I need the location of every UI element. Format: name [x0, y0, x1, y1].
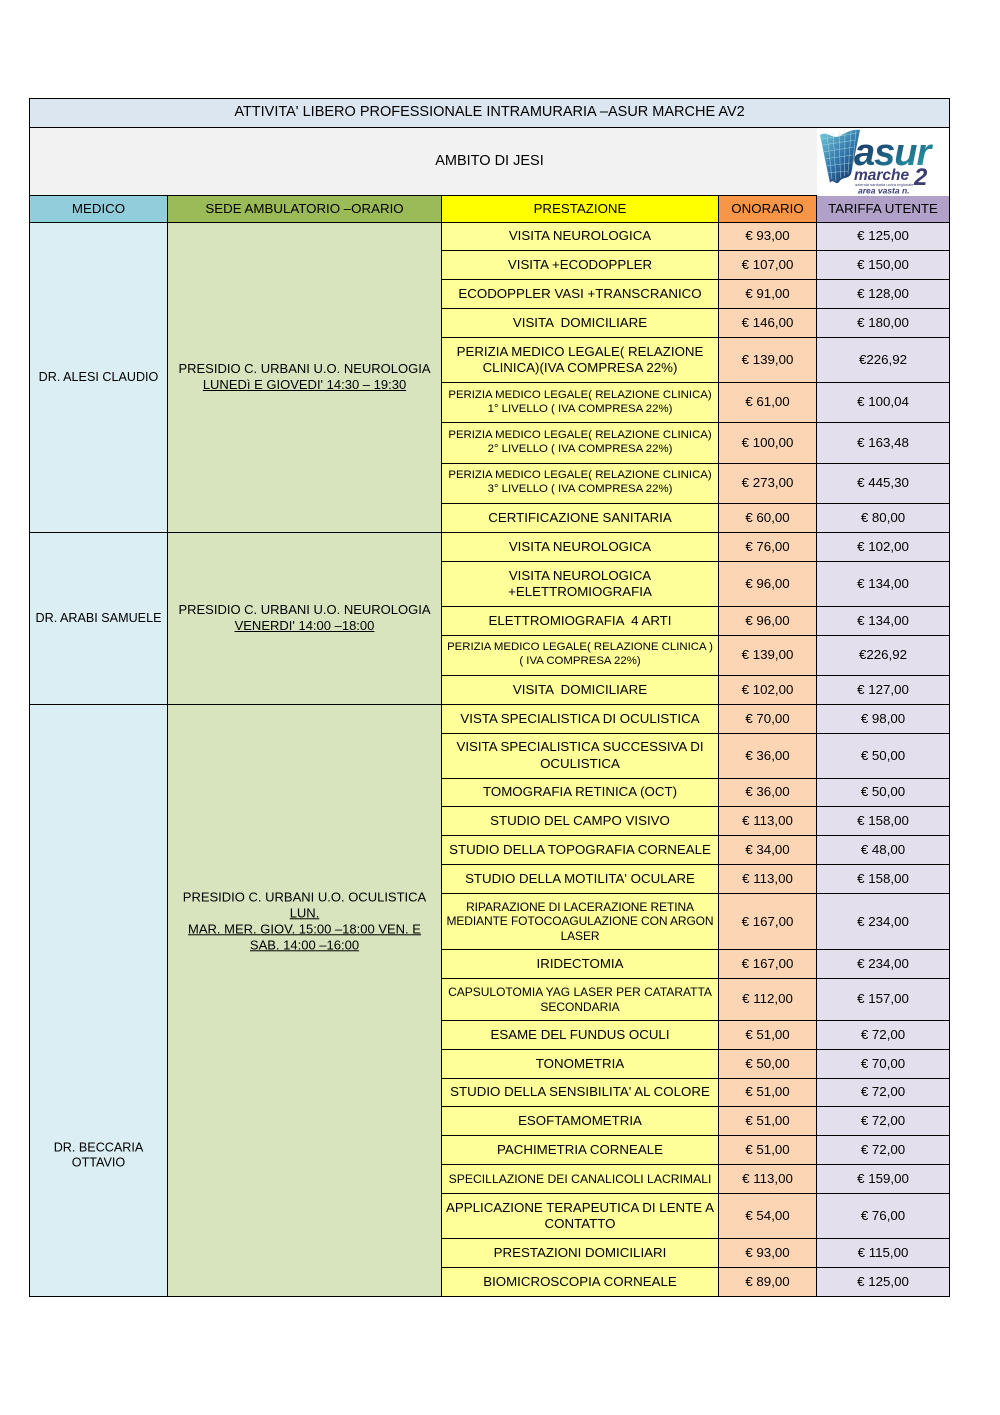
svg-text:area vasta n.: area vasta n. — [858, 185, 910, 195]
svg-text:2: 2 — [913, 164, 928, 191]
